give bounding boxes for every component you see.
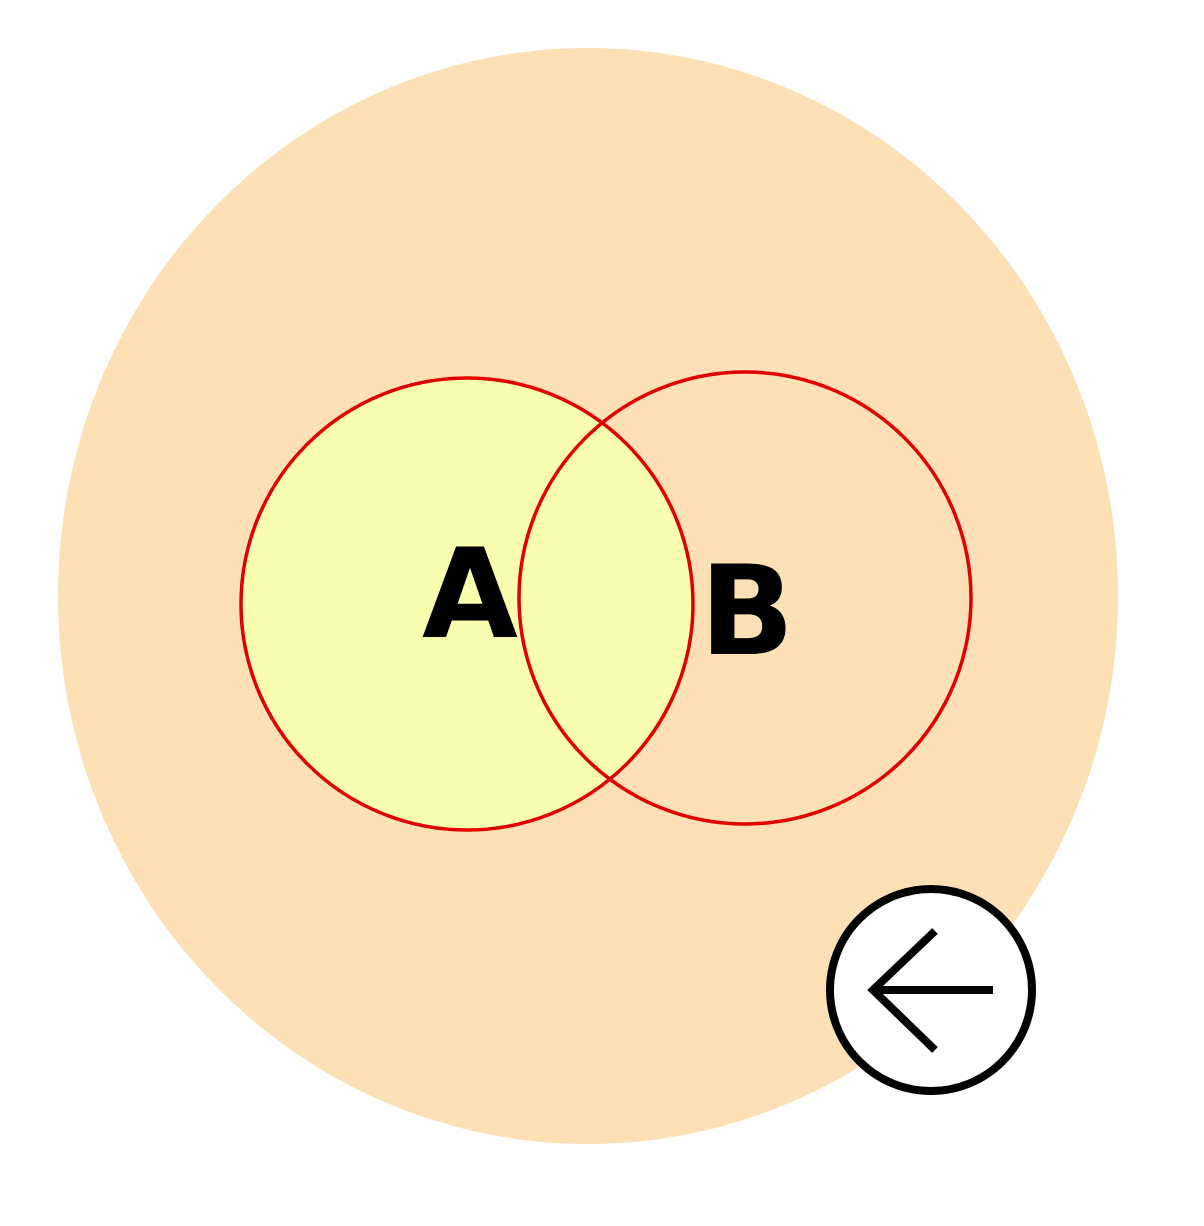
arrow-left-icon[interactable]: [867, 928, 993, 1053]
back-button[interactable]: [826, 885, 1036, 1095]
set-b-circle: [517, 370, 973, 826]
set-a-fill: [241, 378, 693, 830]
set-a-label: A: [422, 523, 518, 667]
set-b-label: B: [700, 540, 795, 684]
set-a-circle: [239, 376, 695, 832]
